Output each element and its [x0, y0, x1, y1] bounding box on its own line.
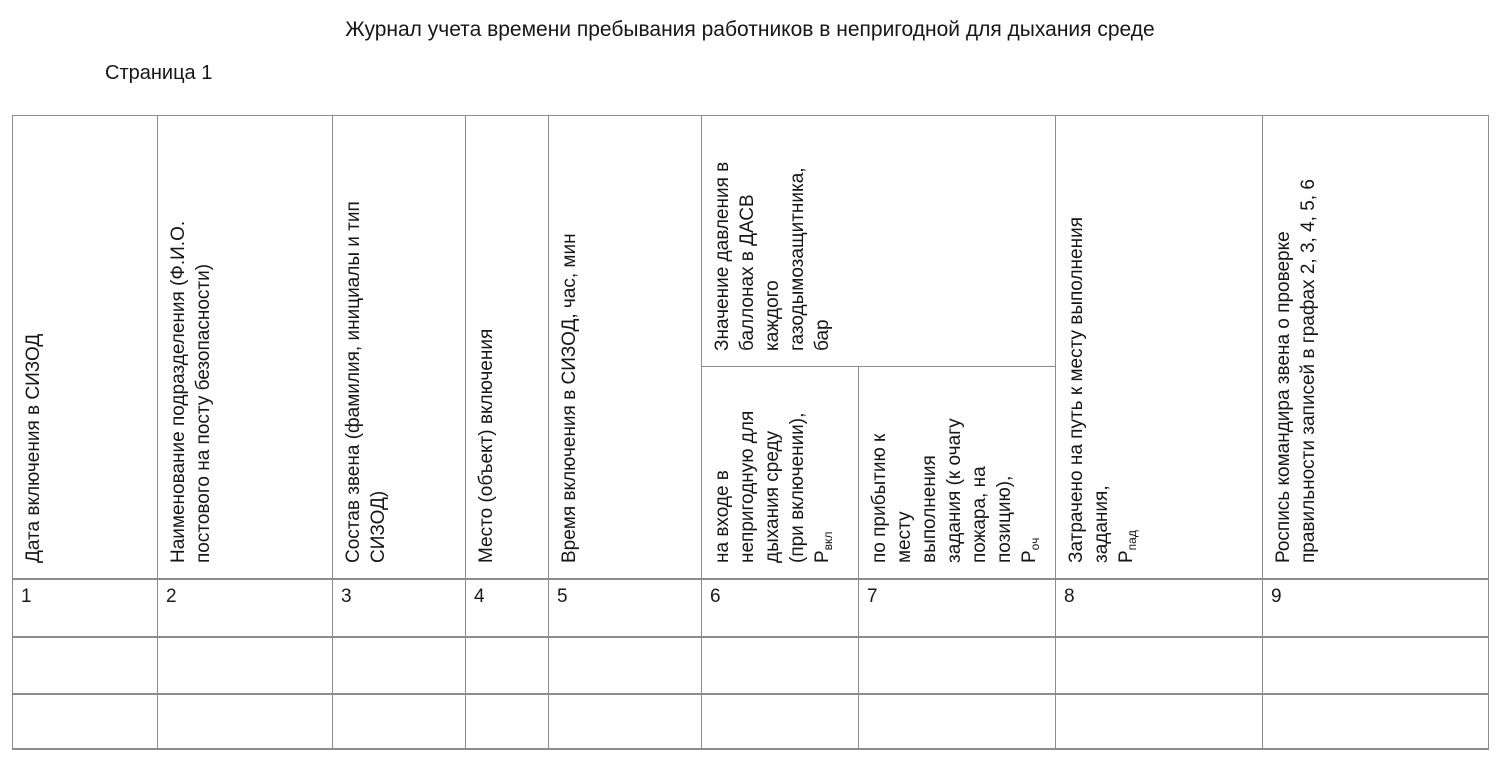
column-header-3-text: Состав звена (фамилия, инициалы и тип СИ… [343, 200, 389, 563]
empty-cell-r2c5 [548, 693, 702, 750]
column-number-5: 5 [548, 577, 702, 638]
group-header-pressure-text: Значение давления в баллонах в ДАСВ кажд… [712, 161, 833, 351]
empty-cell-r1c7 [858, 636, 1056, 695]
column-number-row: 1 2 3 4 5 6 7 8 9 [12, 577, 1489, 638]
column-number-3: 3 [332, 577, 466, 638]
page-number-label: Страница 1 [105, 62, 213, 84]
group-header-pressure-cell: Значение давления в баллонах в ДАСВ кажд… [701, 115, 1056, 367]
column-header-6-cell: на входе в непригодную для дыхания среду… [701, 366, 859, 579]
column-header-1-cell: Дата включения в СИЗОД [12, 115, 158, 579]
column-header-8: Затрачено на путь к месту выполнения зад… [1064, 123, 1145, 563]
column-header-2-text: Наименование подразделения (Ф.И.О. посто… [168, 220, 214, 563]
column-header-6-text: на входе в непригодную для дыхания среду… [712, 410, 808, 563]
column-number-4: 4 [465, 577, 549, 638]
pressure-subscript-8: пад [1124, 529, 1139, 550]
header-row-2: на входе в непригодную для дыхания среду… [13, 366, 1489, 579]
journal-table: Дата включения в СИЗОД Наименование подр… [12, 115, 1489, 750]
column-header-2-cell: Наименование подразделения (Ф.И.О. посто… [157, 115, 333, 579]
column-number-7: 7 [858, 577, 1056, 638]
column-header-4: Место (объект) включения [474, 123, 499, 563]
column-header-3: Состав звена (фамилия, инициалы и тип СИ… [341, 123, 391, 563]
empty-cell-r1c3 [332, 636, 466, 695]
empty-cell-r2c7 [858, 693, 1056, 750]
empty-cell-r2c3 [332, 693, 466, 750]
empty-cell-r1c9 [1262, 636, 1489, 695]
empty-cell-r2c4 [465, 693, 549, 750]
empty-cell-r1c2 [157, 636, 333, 695]
column-header-4-text: Место (объект) включения [476, 328, 497, 563]
column-header-8-text: Затрачено на путь к месту выполнения зад… [1066, 216, 1112, 563]
empty-cell-r2c2 [157, 693, 333, 750]
column-number-1: 1 [12, 577, 158, 638]
column-header-2: Наименование подразделения (Ф.И.О. посто… [166, 123, 216, 563]
column-header-9-cell: Роспись командира звена о проверке прави… [1262, 115, 1489, 579]
column-header-5: Время включения в СИЗОД, час, мин [557, 123, 582, 563]
empty-cell-r1c5 [548, 636, 702, 695]
column-header-5-cell: Время включения в СИЗОД, час, мин [548, 115, 702, 579]
column-header-7: по прибытию к месту выполнения задания (… [867, 373, 1048, 563]
column-header-6: на входе в непригодную для дыхания среду… [710, 373, 841, 563]
column-header-7-text: по прибытию к месту выполнения задания (… [869, 417, 1015, 563]
pressure-subscript-6: вкл [820, 531, 835, 550]
group-header-pressure: Значение давления в баллонах в ДАСВ кажд… [710, 123, 835, 351]
column-header-1-text: Дата включения в СИЗОД [23, 333, 44, 563]
column-header-3-cell: Состав звена (фамилия, инициалы и тип СИ… [332, 115, 466, 579]
empty-cell-r2c8 [1055, 693, 1263, 750]
empty-cell-r1c4 [465, 636, 549, 695]
column-number-9: 9 [1262, 577, 1489, 638]
column-header-1: Дата включения в СИЗОД [21, 123, 46, 563]
pressure-symbol-7: Р [1019, 549, 1040, 563]
column-header-5-text: Время включения в СИЗОД, час, мин [559, 232, 580, 563]
column-number-2: 2 [157, 577, 333, 638]
column-header-8-cell: Затрачено на путь к месту выполнения зад… [1055, 115, 1263, 579]
pressure-symbol-6: Р [812, 549, 833, 563]
pressure-symbol-8: Р [1116, 549, 1137, 563]
column-number-8: 8 [1055, 577, 1263, 638]
empty-cell-r1c1 [12, 636, 158, 695]
empty-cell-r2c1 [12, 693, 158, 750]
empty-row-2 [12, 693, 1489, 750]
header-row-1: Дата включения в СИЗОД Наименование подр… [12, 115, 1489, 579]
pressure-subscript-7: оч [1027, 537, 1042, 550]
empty-cell-r2c9 [1262, 693, 1489, 750]
empty-cell-r1c8 [1055, 636, 1263, 695]
empty-cell-r1c6 [701, 636, 859, 695]
empty-cell-r2c6 [701, 693, 859, 750]
page-title: Журнал учета времени пребывания работник… [345, 18, 1155, 41]
column-header-4-cell: Место (объект) включения [465, 115, 549, 579]
column-number-6: 6 [701, 577, 859, 638]
column-header-9: Роспись командира звена о проверке прави… [1271, 123, 1321, 563]
column-header-9-text: Роспись командира звена о проверке прави… [1273, 178, 1319, 563]
empty-row-1 [12, 636, 1489, 695]
column-header-7-cell: по прибытию к месту выполнения задания (… [858, 366, 1056, 579]
